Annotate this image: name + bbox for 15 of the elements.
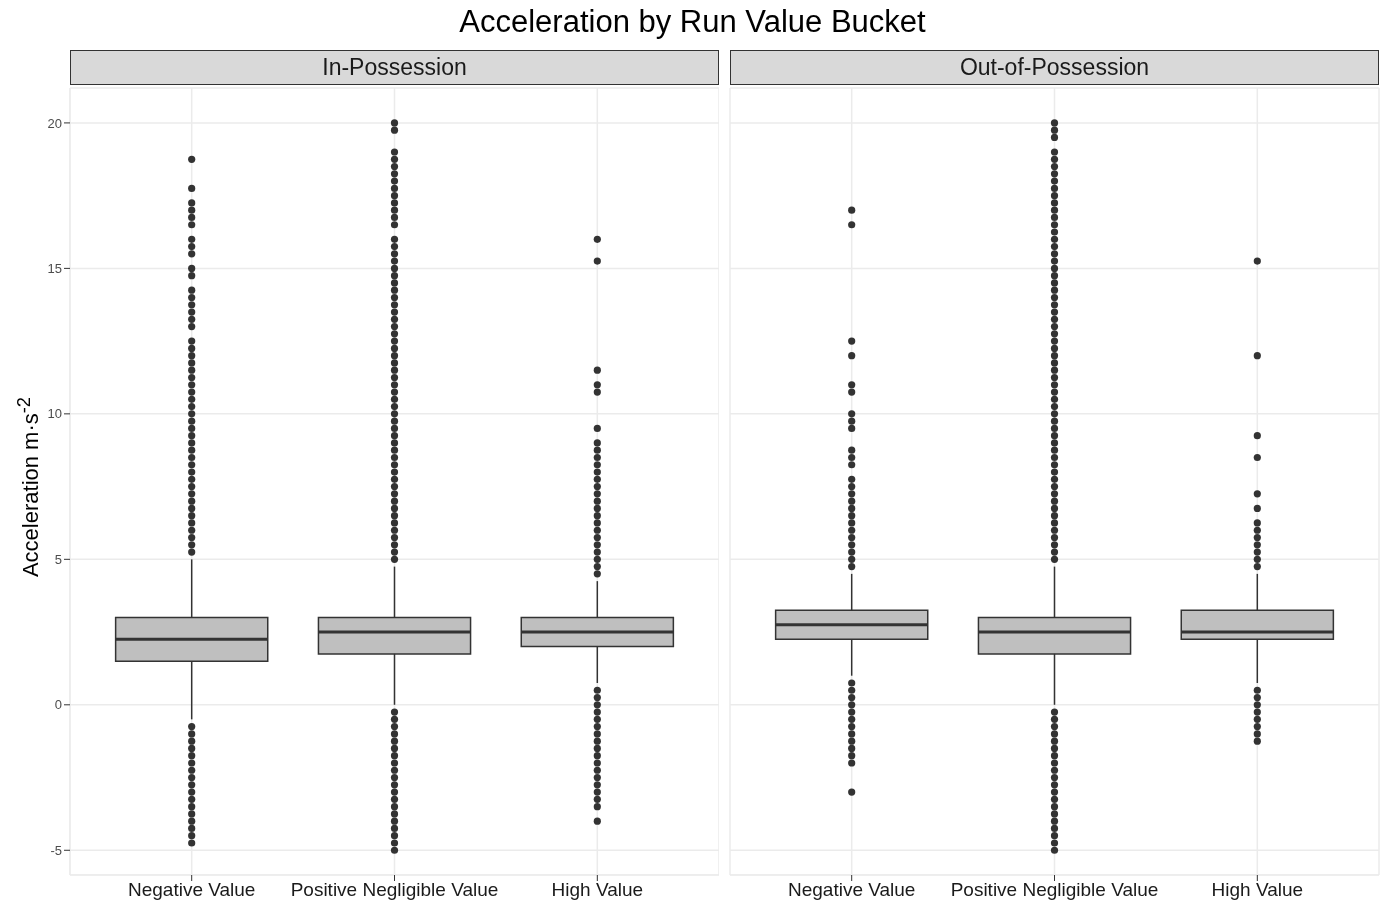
x-tick-label: High Value <box>1211 879 1304 901</box>
chart-subtitle: In-Possession <box>70 50 719 85</box>
chart-title: Acceleration by Run Value Bucket <box>458 4 927 40</box>
y-tick-label: 15 <box>47 261 62 276</box>
x-tick-label: Positive Negligible Value <box>950 879 1159 901</box>
y-tick-label: 20 <box>47 115 62 131</box>
y-tick-label: 5 <box>54 551 62 567</box>
y-tick-label: 10 <box>47 406 62 422</box>
x-tick-label: Negative Value <box>787 879 916 901</box>
y-tick-label: -5 <box>50 842 62 858</box>
x-tick-label: High Value <box>551 879 644 901</box>
y-tick-label: 0 <box>54 697 62 713</box>
chart-subtitle: Out-of-Possession <box>730 50 1379 85</box>
x-tick-label: Negative Value <box>127 879 256 901</box>
x-tick-label: Positive Negligible Value <box>290 879 499 901</box>
